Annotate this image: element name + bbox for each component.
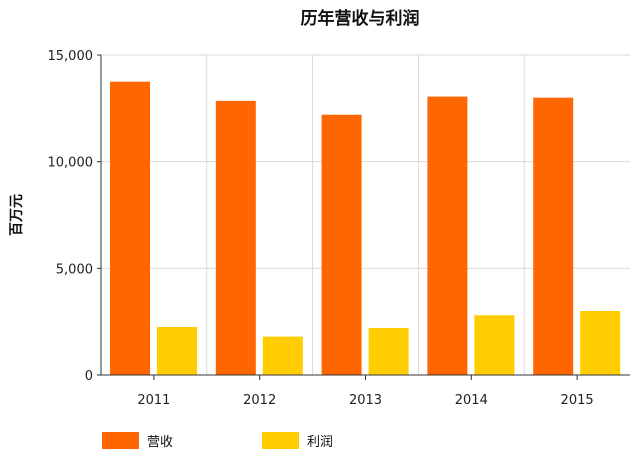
- x-tick-label: 2013: [349, 393, 382, 408]
- legend-label: 营收: [147, 435, 173, 450]
- x-tick-label: 2011: [137, 393, 170, 408]
- bar: [580, 311, 621, 375]
- y-tick-label: 0: [85, 369, 93, 384]
- x-tick-label: 2015: [561, 393, 594, 408]
- x-tick-label: 2014: [455, 393, 488, 408]
- bar: [427, 96, 468, 375]
- bar: [110, 81, 150, 376]
- axes: 0 5,000 10,000 15,000 2011 2012 2013 2014 2015: [48, 49, 630, 408]
- bar: [262, 336, 303, 375]
- bar: [474, 315, 515, 375]
- chart-title: 历年营收与利润: [301, 8, 420, 29]
- y-tick-label: 5,000: [56, 262, 93, 277]
- bar: [368, 328, 409, 375]
- y-tick-label: 10,000: [48, 156, 94, 171]
- bar: [157, 327, 197, 375]
- x-tick-label: 2012: [243, 393, 276, 408]
- legend-swatch: [262, 432, 299, 449]
- y-tick-label: 15,000: [48, 49, 94, 64]
- y-axis-label: 百万元: [9, 194, 25, 236]
- bar: [533, 97, 574, 376]
- bar: [321, 114, 362, 375]
- legend-label: 利润: [307, 435, 333, 450]
- bar: [215, 100, 256, 375]
- bars: [110, 81, 621, 376]
- legend-swatch: [102, 432, 139, 449]
- legend: 营收 利润: [102, 432, 333, 450]
